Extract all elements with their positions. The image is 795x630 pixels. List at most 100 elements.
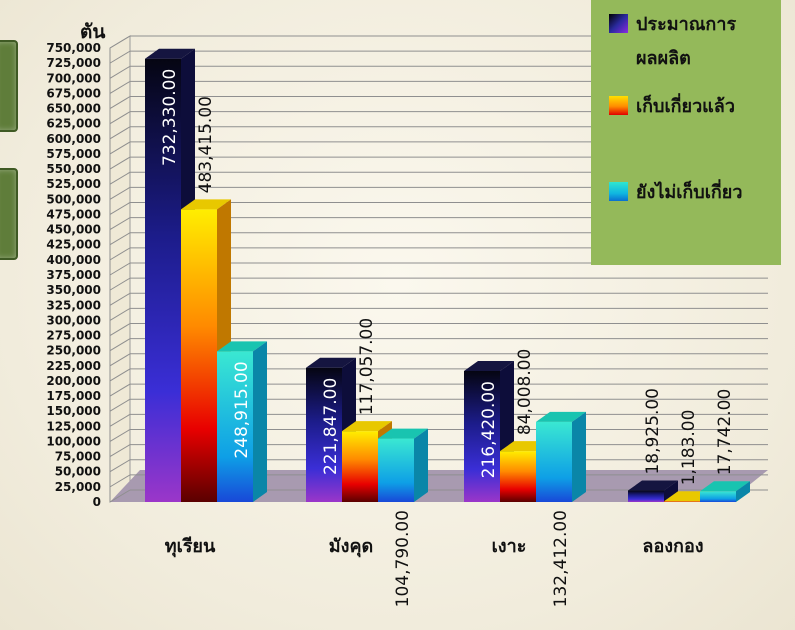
gridline-diagonal [109,277,131,291]
gridline-diagonal [109,307,131,321]
legend-swatch-not-harvested [609,182,628,201]
y-tick-label: 200,000 [46,374,101,388]
y-tick-label: 125,000 [46,419,101,433]
bar-top-1-2 [378,428,428,439]
value-label-3-1: 1,183.00 [679,410,699,486]
y-tick-label: 275,000 [46,329,101,343]
bar-top-1-1 [342,421,392,432]
gridline-diagonal [109,398,131,412]
bar-top-2-0 [464,360,514,371]
bar-2-2 [536,421,572,502]
bar-side-0-2 [253,341,267,502]
side-tab-lower [0,168,18,260]
bar-0-2 [217,351,253,502]
side-tab-upper [0,40,18,132]
chart-floor [110,470,768,502]
gridline-diagonal [109,65,131,79]
bar-top-3-0 [628,480,678,491]
gridline-diagonal [109,368,131,382]
y-tick-label: 100,000 [46,434,101,448]
y-tick-label: 50,000 [55,465,101,479]
y-tick-label: 575,000 [46,147,101,161]
value-label-2-0: 216,420.00 [479,381,499,478]
gridline-diagonal [109,96,131,109]
y-tick-label: 750,000 [46,41,101,55]
gridline-diagonal [109,156,131,170]
legend-swatch-forecast [609,14,628,33]
gridline-diagonal [109,292,131,306]
bar-3-1 [664,501,700,502]
y-tick-label: 450,000 [46,223,101,237]
gridline-diagonal [109,474,131,488]
bar-side-3-0 [664,480,678,502]
y-tick-label: 250,000 [46,344,101,358]
bar-2-1 [500,451,536,502]
bar-side-2-2 [572,411,586,502]
category-label-0: ทุเรียน [165,536,216,558]
y-tick-label: 25,000 [55,480,101,494]
y-tick-label: 425,000 [46,238,101,252]
gridline-diagonal [109,323,131,336]
gridline-diagonal [109,202,131,215]
y-tick-label: 150,000 [46,404,101,418]
gridline-diagonal [109,126,131,140]
gridline-diagonal [109,171,131,185]
gridline-diagonal [109,247,131,261]
value-label-0-2: 248,915.00 [232,361,252,458]
gridline-diagonal [109,489,131,503]
bar-top-0-0 [145,48,195,59]
legend-item-harvested: เก็บเกี่ยวแล้ว [609,90,771,124]
gridline-diagonal [109,50,131,64]
value-label-2-2: 132,412.00 [551,510,571,607]
y-tick-label: 625,000 [46,117,101,131]
y-tick-label: 725,000 [46,56,101,70]
bar-top-0-1 [181,199,231,210]
value-label-0-1: 483,415.00 [196,96,216,193]
gridline-diagonal [109,413,131,427]
y-tick-label: 75,000 [55,450,101,464]
bar-3-2 [700,491,736,502]
bar-top-0-2 [217,341,267,352]
y-tick-label: 700,000 [46,71,101,85]
category-label-2: เงาะ [492,536,527,557]
y-tick-label: 550,000 [46,162,101,176]
gridline-diagonal [109,35,131,49]
gridline-diagonal [109,80,131,94]
y-tick-label: 0 [93,495,101,509]
bar-1-2 [378,438,414,502]
legend-item-not-harvested: ยังไม่เก็บเกี่ยว [609,176,771,210]
bar-1-1 [342,431,378,502]
bar-3-0 [628,490,664,502]
gridline-diagonal [109,262,131,276]
bar-top-2-2 [536,411,586,422]
y-tick-label: 525,000 [46,177,101,191]
y-tick-label: 225,000 [46,359,101,373]
gridline-diagonal [109,111,131,125]
bar-2-0 [464,370,500,502]
y-tick-label: 300,000 [46,313,101,327]
gridline-diagonal [109,459,131,473]
value-label-1-2: 104,790.00 [393,510,413,607]
gridline-diagonal [109,186,131,200]
gridline-diagonal [109,383,131,397]
y-tick-label: 350,000 [46,283,101,297]
bar-top-3-2 [700,481,750,492]
category-label-1: มังคุด [329,536,373,558]
gridline-diagonal [109,353,131,367]
y-tick-label: 375,000 [46,268,101,282]
legend-swatch-harvested [609,96,628,115]
gridline-diagonal [109,429,131,442]
y-tick-label: 325,000 [46,298,101,312]
gridline-diagonal [109,232,131,246]
y-tick-label: 650,000 [46,102,101,116]
chart-legend: ประมาณการผลผลิต เก็บเกี่ยวแล้ว ยังไม่เก็… [591,0,781,265]
y-tick-label: 175,000 [46,389,101,403]
bar-side-3-2 [736,481,750,502]
category-label-3: ลองกอง [642,536,703,557]
bar-1-0 [306,367,342,502]
value-label-3-0: 18,925.00 [643,388,663,475]
y-tick-label: 400,000 [46,253,101,267]
bar-0-0 [145,58,181,503]
value-label-1-0: 221,847.00 [321,378,341,475]
